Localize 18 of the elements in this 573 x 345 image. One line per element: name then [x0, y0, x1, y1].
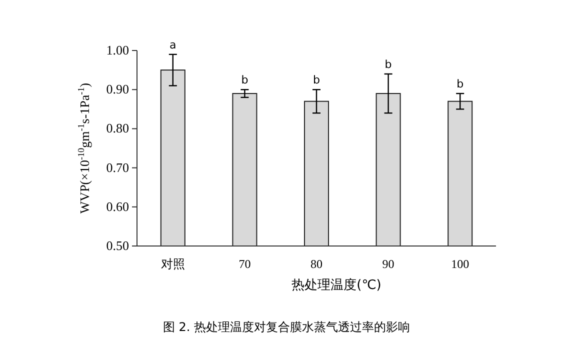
- x-axis-title: 热处理温度(℃): [292, 277, 382, 293]
- x-tick-label: 90: [382, 257, 394, 271]
- y-tick-label: 0.70: [106, 160, 129, 175]
- caption: 图 2. 热处理温度对复合膜水蒸气透过率的影响: [162, 320, 410, 334]
- y-tick-label: 0.60: [106, 198, 129, 214]
- annotation: a: [170, 38, 176, 52]
- x-tick-label: 对照: [160, 257, 185, 271]
- x-tick-label: 70: [238, 257, 251, 271]
- annotation: b: [384, 58, 392, 71]
- annotation: b: [456, 78, 464, 91]
- y-tick-label: 1.00: [106, 42, 129, 58]
- y-tick-label: 0.50: [106, 238, 129, 253]
- x-tick-label: 100: [451, 257, 470, 271]
- x-tick-label: 80: [310, 257, 322, 271]
- annotation: b: [313, 74, 320, 87]
- y-tick-label: 0.90: [106, 82, 129, 97]
- annotation: b: [241, 74, 248, 87]
- y-tick-label: 0.80: [106, 120, 129, 136]
